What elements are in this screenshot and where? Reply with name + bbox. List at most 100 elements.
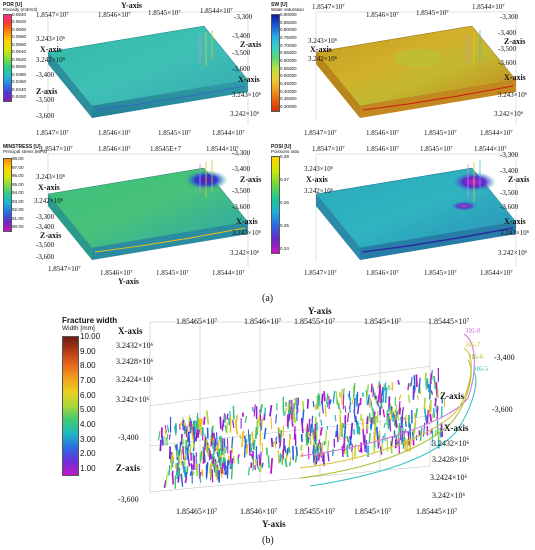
axis-tick-bottom: 1.8544×10⁷ — [212, 129, 245, 137]
axis-tick-right-z: -3,300 — [500, 151, 519, 159]
axis-label-left-x: X-axis — [306, 175, 328, 184]
axis-label-left-x: X-axis — [40, 45, 62, 54]
legend-tick: 0.0560 — [12, 41, 27, 47]
fracture-strand — [232, 455, 235, 464]
fracture-strand — [312, 444, 315, 454]
fracture-strand — [176, 471, 179, 480]
fracture-strand — [186, 466, 189, 475]
fracture-strand — [409, 382, 412, 388]
fracture-strand — [204, 436, 207, 451]
legend-subtitle-minstress: Principal stress (MPa) — [3, 149, 48, 154]
axis-tick-right: 3.242×10⁶ — [498, 249, 528, 257]
fracture-strand — [415, 408, 418, 418]
caption-b: (b) — [262, 535, 274, 546]
fracture-strand — [372, 389, 375, 398]
axis-tick-left: 3.243×10⁶ — [308, 37, 338, 45]
fracture-strand — [323, 391, 326, 402]
legend-tick: 0.0480 — [12, 71, 27, 77]
fracture-strand — [196, 415, 199, 430]
axis-tick-top: 1.8546×10⁷ — [244, 317, 282, 326]
legend-tick: 1.00 — [80, 464, 96, 473]
fracture-strand — [356, 423, 359, 435]
fracture-strand — [221, 419, 225, 432]
fracture-strand — [254, 465, 257, 471]
axis-title-bottom-fracture: Y-axis — [262, 519, 286, 529]
fracture-strand — [376, 401, 380, 407]
legend-tick: 0.60000 — [280, 58, 297, 63]
fracture-strand — [284, 407, 287, 415]
legend-tick: 0.65000 — [280, 50, 297, 56]
axis-tick-top: 1.85465×10⁷ — [176, 317, 218, 326]
fracture-strand — [429, 390, 432, 397]
fracture-strand — [232, 405, 235, 420]
fracture-strand — [263, 427, 267, 440]
fracture-strand — [291, 399, 294, 416]
legend-tick: 0.0520 — [12, 56, 27, 62]
axis-tick-bottom: 1.8545×10⁷ — [158, 129, 191, 137]
fracture-strand — [206, 410, 210, 425]
well-label: H6-6 — [469, 353, 484, 361]
legend-tick: 0.25 — [280, 223, 289, 228]
fracture-strand — [389, 418, 392, 432]
axis-label-right-x: X-axis — [504, 217, 526, 226]
axis-label-left-z: Z-axis — [116, 463, 141, 473]
axis-tick-right-z: -3,300 — [234, 13, 253, 21]
axis-tick-right-z: -3,400 — [232, 32, 251, 40]
legend-tick: 2.00 — [80, 449, 96, 459]
well-label: H6-5 — [474, 365, 489, 373]
legend-tick: 0.24 — [280, 246, 289, 251]
fracture-strand — [308, 424, 312, 430]
fracture-strand — [223, 457, 226, 464]
fracture-strand — [432, 408, 436, 418]
fracture-strand — [373, 415, 378, 432]
axis-tick-right-z: -3,600 — [492, 405, 513, 414]
axis-tick-right-z: -3,500 — [232, 49, 251, 57]
axis-tick-right-z: -3,300 — [500, 13, 519, 21]
legend-tick: 0.55000 — [280, 65, 297, 71]
axis-tick-top: 1.8545×10⁷ — [364, 317, 402, 326]
fracture-strand — [270, 457, 274, 474]
axis-tick-right: 3.242×10⁶ — [230, 249, 260, 257]
fracture-strand — [199, 471, 202, 483]
axis-tick-left-z: -3,400 — [36, 223, 55, 231]
fracture-strand — [338, 391, 342, 398]
axis-tick-top: 1.8544×10⁷ — [474, 145, 507, 153]
fracture-strand — [361, 419, 364, 426]
axis-tick-top: 1.8545×10⁷ — [420, 145, 453, 153]
fracture-strand — [351, 399, 354, 405]
fracture-strand — [370, 416, 374, 425]
legend-bar-fracture-width — [62, 336, 79, 476]
fracture-strand — [205, 461, 209, 478]
fracture-strand — [259, 462, 263, 472]
fracture-strand — [180, 449, 183, 466]
legend-bar-poissons-ratio — [271, 156, 280, 254]
fracture-strand — [309, 424, 313, 437]
axis-label-right-z: Z-axis — [508, 175, 530, 184]
fracture-strand — [178, 441, 182, 456]
fracture-strand — [187, 431, 191, 447]
fracture-strand — [241, 431, 244, 448]
fracture-strand — [353, 382, 356, 398]
axis-tick-top: 1.8545×10⁷ — [148, 9, 181, 17]
legend-tick: 90.00 — [12, 224, 24, 229]
fracture-strand — [159, 439, 162, 452]
fracture-strand — [256, 454, 259, 469]
fracture-strand — [269, 405, 273, 417]
fracture-strand — [259, 422, 262, 431]
fracture-strand — [183, 425, 186, 432]
fracture-strand — [272, 440, 275, 446]
fracture-strand — [368, 413, 372, 423]
fracture-strand — [353, 428, 356, 435]
fracture-strand — [388, 384, 390, 390]
fracture-strand — [346, 435, 350, 443]
fracture-strand — [325, 393, 329, 405]
axis-tick-top: 1.8547×10⁷ — [312, 3, 345, 11]
legend-tick: 0.26 — [280, 200, 289, 205]
axis-tick-bottom: 1.8545×10⁷ — [354, 507, 392, 516]
fracture-strand — [179, 421, 182, 428]
legend-bar-porosity — [3, 14, 12, 102]
fracture-strand — [191, 471, 195, 477]
legend-tick: 0.28 — [280, 154, 289, 159]
fracture-strand — [332, 393, 335, 404]
axis-label-right-z: Z-axis — [240, 175, 262, 184]
